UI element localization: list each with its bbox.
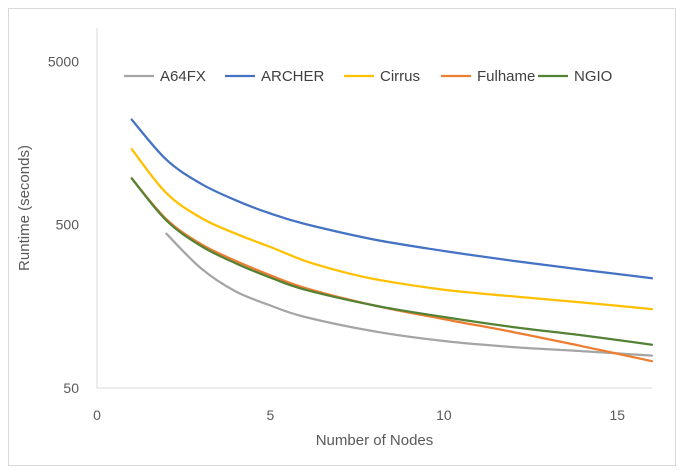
series-line-cirrus	[130, 147, 654, 311]
x-tick-label: 0	[93, 407, 101, 423]
legend: A64FX ARCHER Cirrus Fulhame NGIO	[124, 68, 612, 85]
y-tick-labels: 50 500 5000	[48, 53, 79, 396]
legend-label-ngio: NGIO	[574, 68, 612, 85]
y-axis-title: Runtime (seconds)	[16, 145, 33, 271]
chart-frame	[8, 8, 676, 466]
x-tick-label: 15	[610, 407, 626, 423]
series-line-ngio	[130, 177, 654, 346]
x-tick-label: 5	[267, 407, 275, 423]
series-lines	[130, 118, 654, 363]
x-tick-label: 10	[436, 407, 452, 423]
y-tick-label: 50	[63, 380, 79, 396]
legend-label-a64fx: A64FX	[160, 68, 206, 85]
legend-label-cirrus: Cirrus	[380, 68, 420, 85]
legend-label-archer: ARCHER	[261, 68, 325, 85]
x-axis-title: Number of Nodes	[316, 432, 434, 449]
x-tick-labels: 0 5 10 15	[93, 407, 625, 423]
series-line-fulhame	[130, 177, 654, 363]
y-tick-label: 5000	[48, 53, 79, 69]
legend-label-fulhame: Fulhame	[477, 68, 535, 85]
y-tick-label: 500	[56, 217, 80, 233]
series-line-a64fx	[165, 232, 654, 357]
axes	[96, 28, 652, 389]
series-line-archer	[130, 118, 654, 280]
